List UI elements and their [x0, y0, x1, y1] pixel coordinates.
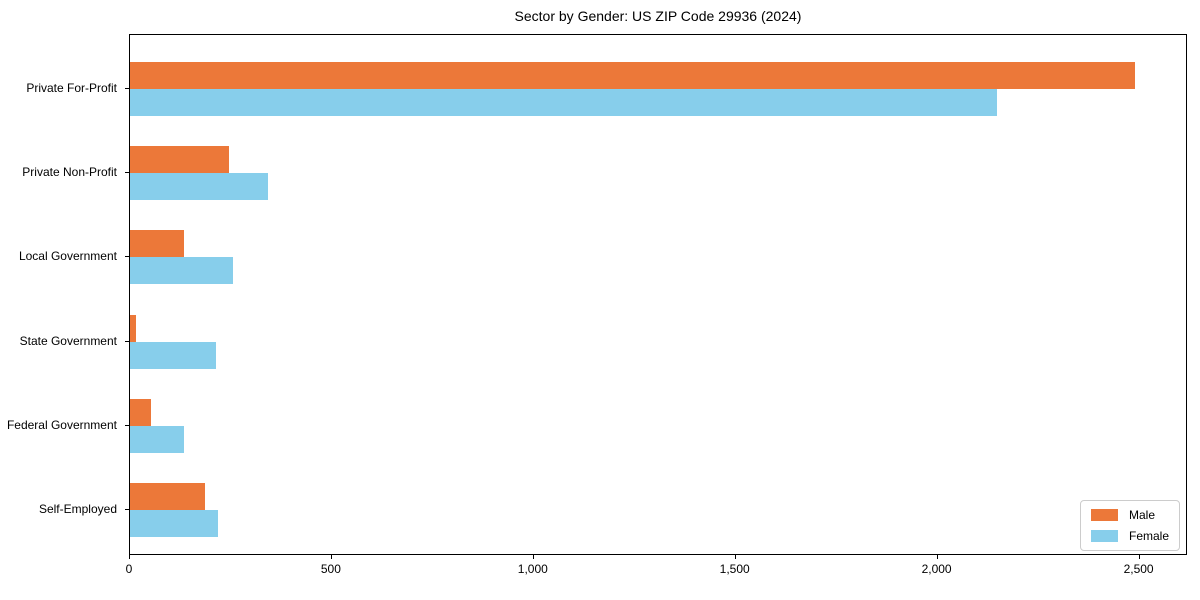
bar-male [130, 230, 184, 258]
y-tick-mark [125, 172, 129, 174]
y-tick-mark [125, 340, 129, 342]
y-tick-label: Private Non-Profit [22, 165, 117, 180]
chart-title: Sector by Gender: US ZIP Code 29936 (202… [514, 8, 802, 24]
x-tick-mark [936, 555, 938, 559]
x-tick-label: 1,500 [719, 562, 750, 576]
female-swatch-icon [1090, 530, 1118, 542]
bars-layer [130, 35, 1186, 554]
y-tick-mark [125, 256, 129, 258]
bar-male [130, 398, 151, 426]
plot-area: Male Female [129, 34, 1187, 555]
male-swatch-icon [1090, 509, 1118, 521]
bar-female [130, 257, 233, 285]
y-tick-label: Private For-Profit [26, 81, 117, 95]
y-tick-mark [125, 509, 129, 510]
y-axis-ticks [125, 34, 129, 555]
legend-label-male: Male [1128, 508, 1155, 522]
x-tick-label: 500 [320, 562, 341, 576]
x-tick-mark [129, 555, 130, 559]
legend-label-female: Female [1128, 529, 1169, 543]
y-tick-label: Self-Employed [38, 502, 117, 516]
x-axis: 0 500 1,000 1,500 2,000 2,500 [125, 555, 1187, 587]
x-tick-label: 2,500 [1123, 562, 1154, 576]
bar-male [130, 314, 136, 342]
x-tick-label: 2,000 [921, 562, 952, 576]
bar-male [130, 146, 230, 174]
x-tick-mark [734, 555, 736, 559]
y-tick-label: Federal Government [6, 417, 117, 432]
bar-male [130, 62, 1136, 89]
x-tick-mark [330, 555, 332, 559]
y-axis-labels: Private For-Profit Private Non-Profit Loca… [0, 34, 125, 555]
bar-female [130, 341, 216, 369]
x-tick-mark [1138, 555, 1140, 559]
legend-entry-female: Female [1090, 529, 1169, 543]
y-tick-mark [125, 88, 129, 89]
y-tick-mark [125, 424, 129, 426]
y-tick-label: State Government [19, 333, 117, 348]
x-tick-label: 0 [125, 562, 133, 576]
bar-female [130, 510, 219, 537]
legend: Male Female [1079, 500, 1180, 551]
y-tick-label: Local Government [18, 249, 117, 264]
bar-female [130, 425, 184, 453]
x-tick-label: 1,000 [517, 562, 548, 576]
legend-entry-male: Male [1090, 508, 1169, 522]
x-tick-mark [532, 555, 534, 559]
bar-male [130, 483, 205, 510]
bar-female [130, 173, 268, 201]
bar-female [130, 89, 997, 116]
